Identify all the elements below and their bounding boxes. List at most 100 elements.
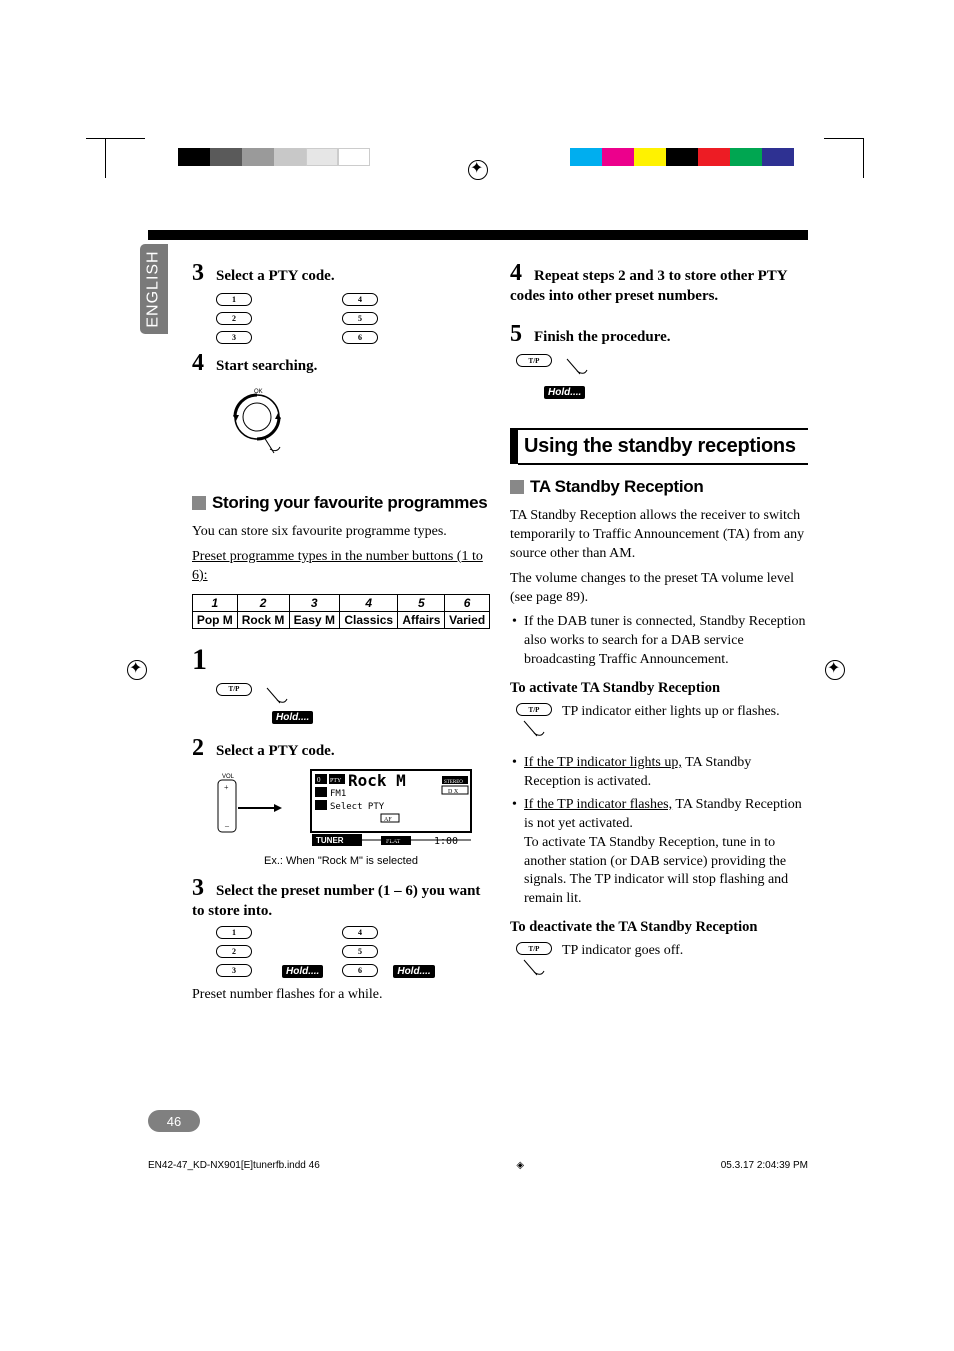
swatch bbox=[730, 148, 762, 166]
step-number-4: 4 bbox=[192, 350, 204, 377]
step-4r: 4 Repeat steps 2 and 3 to store other PT… bbox=[510, 260, 808, 305]
page-number-badge: 46 bbox=[148, 1110, 200, 1132]
pointer-hand-icon bbox=[519, 716, 549, 746]
hold-label: Hold.... bbox=[282, 965, 323, 978]
swatch bbox=[210, 148, 242, 166]
title-accent bbox=[510, 428, 518, 464]
swatch bbox=[762, 148, 794, 166]
table-cell: Easy M bbox=[289, 611, 339, 628]
preset-button-4[interactable]: 4 bbox=[342, 293, 378, 306]
svg-text:VOL: VOL bbox=[222, 774, 235, 780]
preset-button-2[interactable]: 2 bbox=[216, 945, 252, 958]
table-row: Pop M Rock M Easy M Classics Affairs Var… bbox=[193, 611, 490, 628]
svg-text:1:00: 1:00 bbox=[434, 836, 458, 846]
table-header-cell: 4 bbox=[340, 594, 398, 611]
table-header-cell: 5 bbox=[398, 594, 445, 611]
swatch bbox=[338, 148, 370, 166]
svg-text:D X: D X bbox=[448, 789, 459, 795]
svg-text:TUNER: TUNER bbox=[316, 836, 344, 845]
svg-text:Rock M: Rock M bbox=[348, 771, 406, 790]
table-cell: Pop M bbox=[193, 611, 238, 628]
step-4: 4 Start searching. bbox=[192, 350, 490, 377]
list-item: If the DAB tuner is connected, Standby R… bbox=[510, 613, 808, 670]
tp-button[interactable]: T/P bbox=[216, 683, 252, 696]
swatch bbox=[698, 148, 730, 166]
pointer-hand-icon bbox=[562, 354, 592, 384]
footer-reg-icon: ◈ bbox=[516, 1160, 524, 1171]
section-marker-icon bbox=[510, 480, 524, 494]
step-3b: 3 Select the preset number (1 – 6) you w… bbox=[192, 875, 490, 920]
header-rule bbox=[148, 230, 808, 240]
preset-button-1[interactable]: 1 bbox=[216, 293, 252, 306]
table-cell: Rock M bbox=[237, 611, 289, 628]
deactivate-text: TP indicator goes off. bbox=[562, 942, 683, 961]
svg-text:+: + bbox=[224, 783, 229, 792]
svg-text:–: – bbox=[224, 821, 230, 830]
step-2b: 2 Select a PTY code. bbox=[192, 735, 490, 762]
print-footer: EN42-47_KD-NX901[E]tunerfb.indd 46 ◈ 05.… bbox=[148, 1160, 808, 1171]
svg-text:Select PTY: Select PTY bbox=[330, 802, 385, 812]
section-marker-icon bbox=[192, 496, 206, 510]
tp-hold-row-2: T/P bbox=[516, 354, 808, 384]
step-1b: 1 bbox=[192, 643, 490, 677]
display-caption: Ex.: When "Rock M" is selected bbox=[192, 855, 490, 867]
step-4-label: Start searching. bbox=[216, 358, 317, 374]
section-storing-header: Storing your favourite programmes bbox=[192, 493, 490, 513]
swatch bbox=[274, 148, 306, 166]
standby-title-box: Using the standby receptions bbox=[510, 428, 808, 465]
tp-button[interactable]: T/P bbox=[516, 354, 552, 367]
tp-activate-row: T/P TP indicator either lights up or fla… bbox=[516, 703, 808, 746]
preset-button-5[interactable]: 5 bbox=[342, 312, 378, 325]
preset-button-5[interactable]: 5 bbox=[342, 945, 378, 958]
footer-timestamp: 05.3.17 2:04:39 PM bbox=[721, 1160, 808, 1171]
tp-button[interactable]: T/P bbox=[516, 942, 552, 955]
swatch bbox=[178, 148, 210, 166]
standby-title: Using the standby receptions bbox=[518, 428, 808, 465]
storing-body-1: You can store six favourite programme ty… bbox=[192, 523, 490, 542]
hold-label: Hold.... bbox=[272, 711, 313, 724]
list-item: If the TP indicator flashes, TA Standby … bbox=[510, 796, 808, 909]
pointer-hand-icon bbox=[519, 955, 549, 985]
preset-button-6[interactable]: 6 bbox=[342, 331, 378, 344]
registration-mark-top bbox=[468, 160, 486, 178]
table-header-cell: 2 bbox=[237, 594, 289, 611]
tp-deactivate-row: T/P TP indicator goes off. bbox=[516, 942, 808, 985]
ta-section-header: TA Standby Reception bbox=[510, 477, 808, 497]
svg-text:AF: AF bbox=[384, 817, 392, 823]
swatch bbox=[306, 148, 338, 166]
step-2b-label: Select a PTY code. bbox=[216, 743, 335, 759]
colorbar-left bbox=[178, 148, 370, 166]
hold-label: Hold.... bbox=[544, 386, 585, 399]
preset-button-2[interactable]: 2 bbox=[216, 312, 252, 325]
preset-button-3[interactable]: 3 bbox=[216, 964, 252, 977]
tp-button[interactable]: T/P bbox=[516, 703, 552, 716]
step-number-1b: 1 bbox=[192, 643, 207, 677]
svg-text:FM1: FM1 bbox=[330, 789, 346, 799]
preset-button-grid: 1 2 3 4 5 6 bbox=[216, 293, 490, 344]
table-header-cell: 1 bbox=[193, 594, 238, 611]
table-row-header: 1 2 3 4 5 6 bbox=[193, 594, 490, 611]
preset-flash-note: Preset number flashes for a while. bbox=[192, 986, 490, 1005]
registration-mark-left bbox=[127, 660, 145, 678]
preset-button-1[interactable]: 1 bbox=[216, 926, 252, 939]
step-number-3: 3 bbox=[192, 260, 204, 287]
storing-body-2: Preset programme types in the number but… bbox=[192, 548, 490, 586]
preset-button-3[interactable]: 3 bbox=[216, 331, 252, 344]
step-number-2b: 2 bbox=[192, 735, 204, 762]
preset-button-4[interactable]: 4 bbox=[342, 926, 378, 939]
preset-button-6[interactable]: 6 bbox=[342, 964, 378, 977]
table-cell: Varied bbox=[445, 611, 490, 628]
display-mockup: VOL + – 0 PTY Rock M FM1 Select PTY STER… bbox=[216, 768, 490, 851]
step-number-3b: 3 bbox=[192, 875, 204, 902]
knob-diagram: OK bbox=[222, 385, 292, 465]
preset-table: 1 2 3 4 5 6 Pop M Rock M Easy M Classics… bbox=[192, 594, 490, 629]
step-3: 3 Select a PTY code. bbox=[192, 260, 490, 287]
swatch bbox=[666, 148, 698, 166]
left-column: 3 Select a PTY code. 1 2 3 4 5 6 4 Start… bbox=[148, 260, 490, 1011]
right-column: 4 Repeat steps 2 and 3 to store other PT… bbox=[510, 260, 808, 1011]
hold-label: Hold.... bbox=[393, 965, 434, 978]
step-number-4r: 4 bbox=[510, 260, 522, 287]
step-number-5r: 5 bbox=[510, 321, 522, 348]
colorbar-right bbox=[570, 148, 794, 166]
section-storing-title: Storing your favourite programmes bbox=[212, 493, 487, 513]
